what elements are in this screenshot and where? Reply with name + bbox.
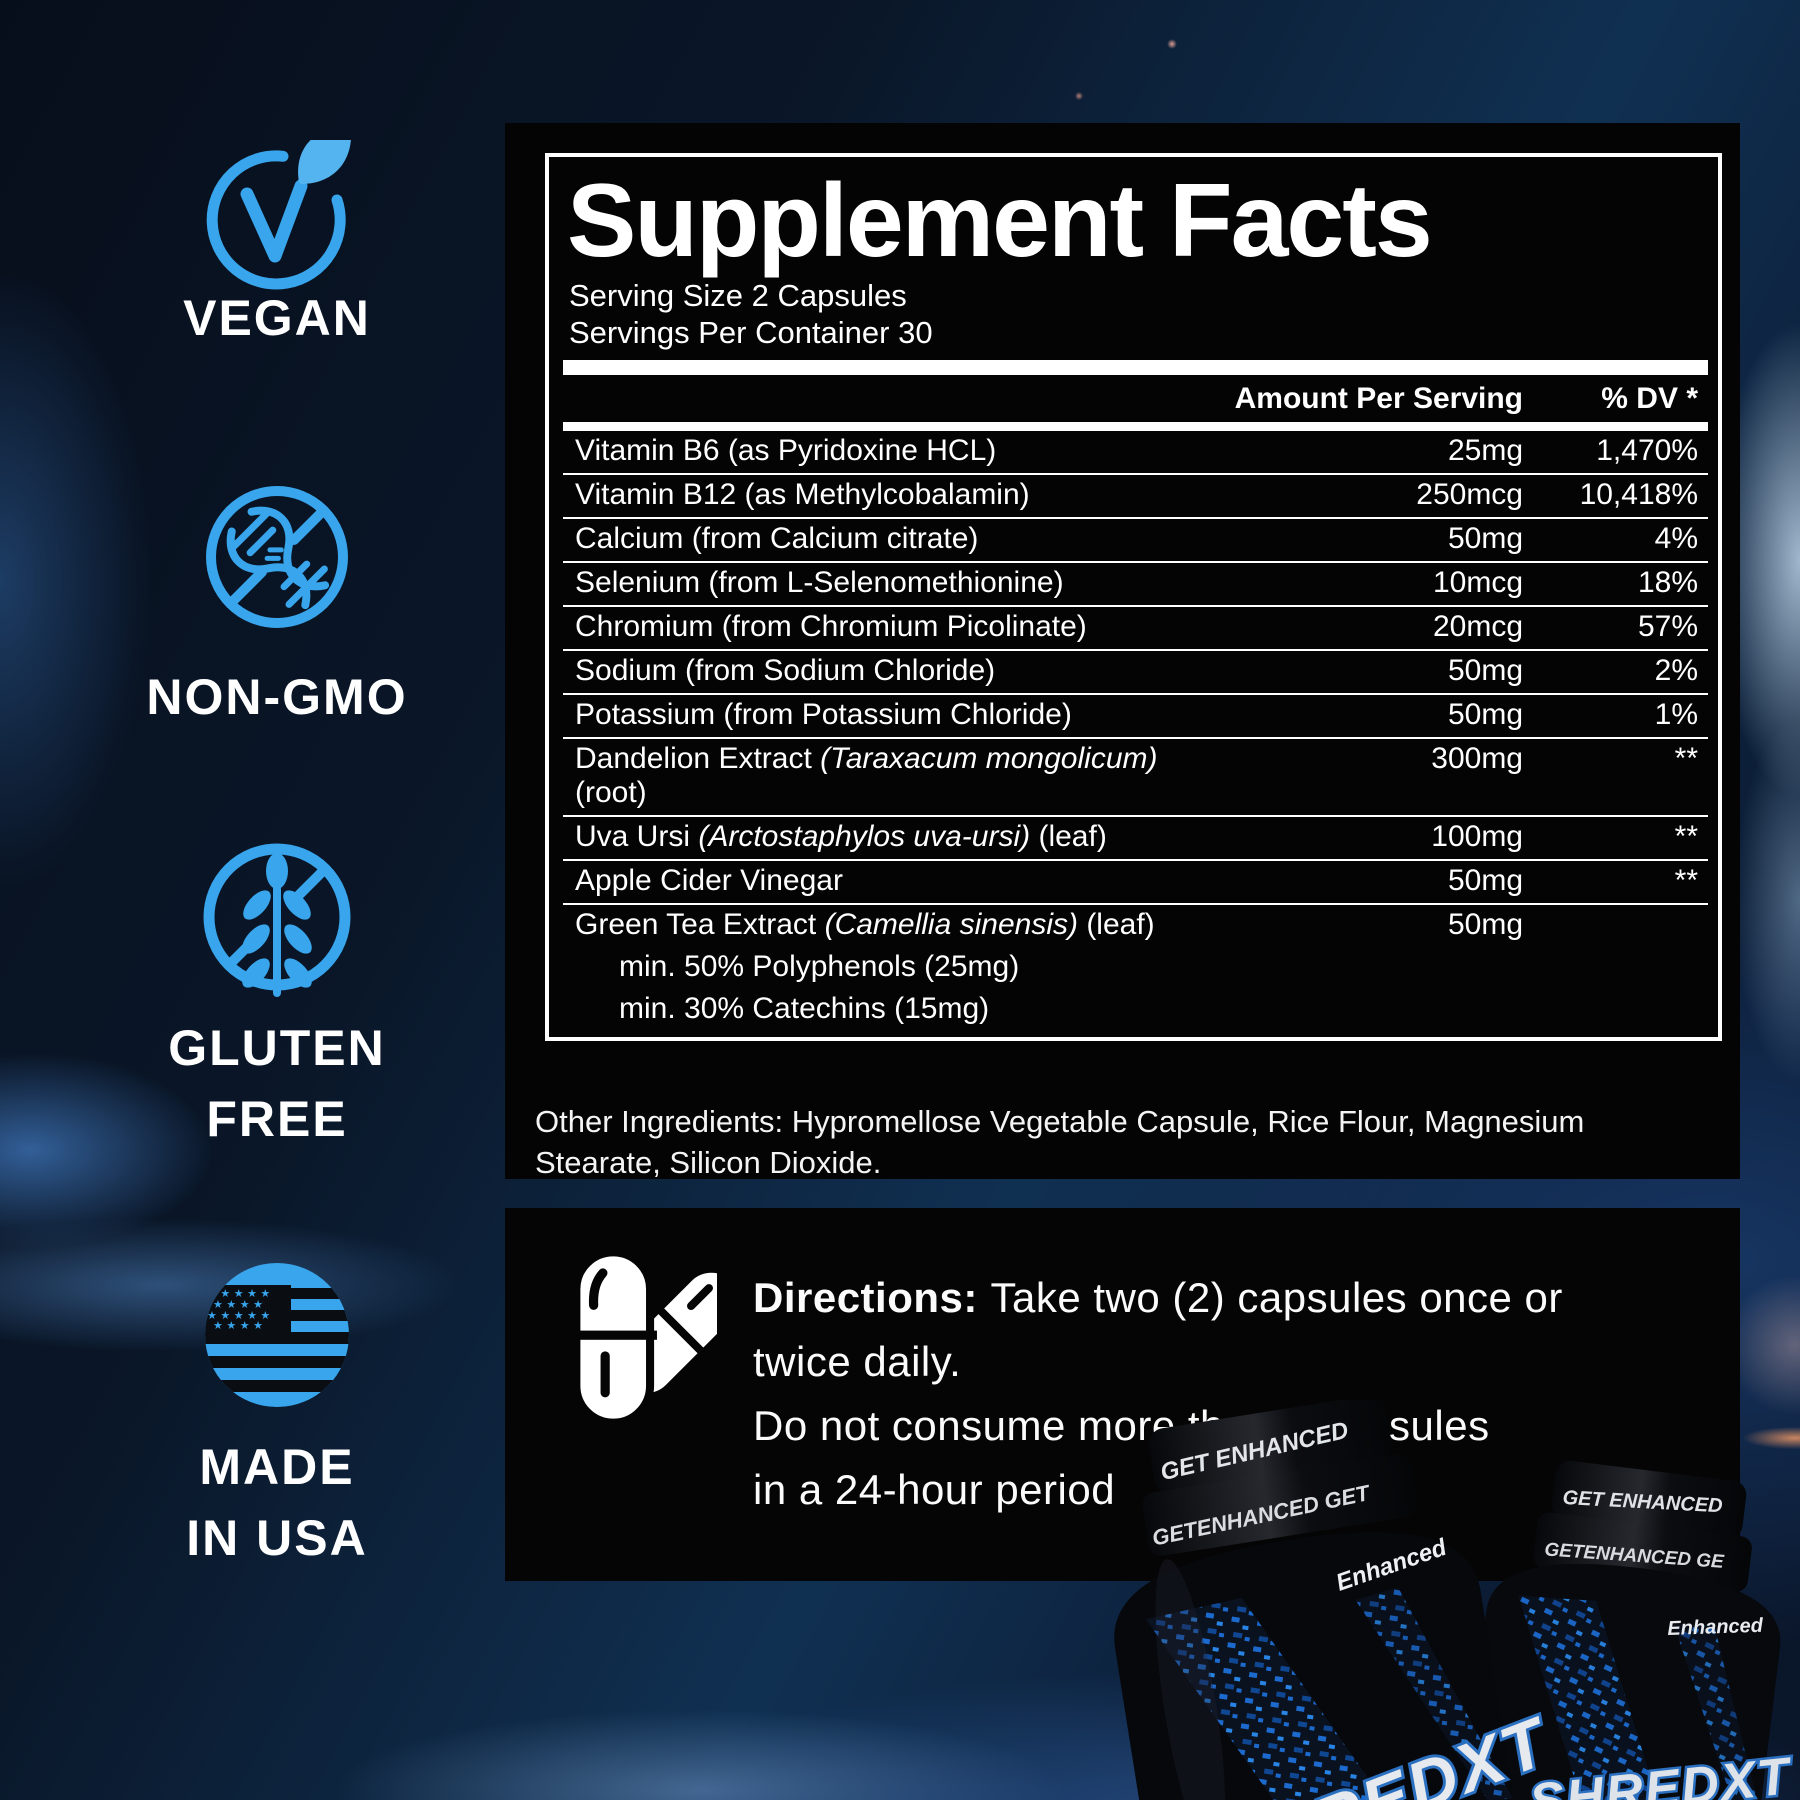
supplement-facts-title: Supplement Facts	[567, 163, 1433, 279]
nutrient-name: min. 50% Polyphenols (25mg)	[619, 950, 1020, 984]
brand-back: Enhanced	[1667, 1615, 1764, 1640]
nutrient-amount: 100mg	[1431, 820, 1523, 854]
nutrient-amount: 50mg	[1447, 864, 1523, 898]
nutrient-name: Potassium (from Potassium Chloride)	[575, 698, 1072, 732]
column-header-amount: Amount Per Serving	[1234, 382, 1523, 416]
nutrient-name: Green Tea Extract (Camellia sinensis) (l…	[575, 908, 1155, 942]
svg-text:★ ★ ★ ★: ★ ★ ★ ★	[213, 1298, 263, 1311]
nutrient-name: min. 15% EGCG (7.5mg)	[575, 1034, 1203, 1037]
directions-line-4: in a 24-hour period	[753, 1466, 1116, 1513]
column-header-dv: % DV *	[1601, 382, 1698, 416]
nutrient-dv: 57%	[1637, 610, 1698, 644]
vegan-icon	[206, 140, 351, 290]
svg-text:★ ★ ★ ★: ★ ★ ★ ★	[213, 1319, 263, 1332]
usa-flag-icon: ★ ★ ★ ★ ★ ★ ★ ★ ★ ★ ★ ★ ★ ★ ★ ★ ★ ★	[205, 1263, 349, 1407]
divider-thick	[563, 360, 1708, 376]
nutrient-dv: **	[1674, 820, 1698, 854]
nutrient-amount: 25mg	[1447, 434, 1523, 468]
table-row: Calcium (from Calcium citrate) 50mg 4%	[563, 517, 1708, 561]
badge-label-non-gmo: NON-GMO	[146, 669, 408, 725]
nutrient-amount: 50mg	[1447, 522, 1523, 556]
servings-per-container: Servings Per Container 30	[569, 315, 933, 351]
table-row: Sodium (from Sodium Chloride) 50mg 2%	[563, 649, 1708, 693]
svg-text:★ ★ ★ ★ ★: ★ ★ ★ ★ ★	[207, 1309, 270, 1322]
badge-label-made-in-usa: MADE IN USA	[186, 1439, 368, 1566]
nutrient-name: Dandelion Extract (Taraxacum mongolicum)…	[575, 742, 1158, 810]
nutrient-dv: **	[1674, 864, 1698, 898]
bottle-back: GET ENHANCED GETENHANCED GE Enhanced SHR…	[1459, 1460, 1799, 1800]
nutrient-amount: 50mg	[1447, 908, 1523, 942]
table-header-row: Amount Per Serving % DV *	[563, 375, 1708, 422]
nutrient-amount: 10mcg	[1432, 566, 1523, 600]
nutrient-dv: **	[1674, 742, 1698, 776]
supplement-facts-panel: Supplement Facts Serving Size 2 Capsules…	[505, 123, 1740, 1180]
nutrient-table: Vitamin B6 (as Pyridoxine HCL) 25mg 1,47…	[563, 431, 1708, 1037]
other-ingredients: Other Ingredients: Hypromellose Vegetabl…	[535, 1104, 1585, 1180]
nutrient-name: min. 30% Catechins (15mg)	[619, 992, 990, 1026]
nutrient-amount: 50mg	[1447, 698, 1523, 732]
bottle-front: GET ENHANCED GETENHANCED GET Enhanced SH…	[1114, 1400, 1564, 1800]
nutrient-dv: 18%	[1637, 566, 1698, 600]
table-row: Uva Ursi (Arctostaphylos uva-ursi) (leaf…	[563, 815, 1708, 859]
nutrient-amount: 50mg	[1447, 654, 1523, 688]
badge-label-vegan: VEGAN	[183, 290, 371, 346]
table-row: Vitamin B12 (as Methylcobalamin) 250mcg …	[563, 473, 1708, 517]
nutrient-dv: 2%	[1654, 654, 1698, 688]
badge-label-gluten-free: GLUTEN FREE	[168, 1020, 386, 1147]
nutrient-dv: 1%	[1654, 698, 1698, 732]
directions-line-2: twice daily.	[753, 1338, 962, 1385]
directions-heading: Directions:	[753, 1274, 978, 1321]
table-row: min. 30% Catechins (15mg)	[563, 989, 1708, 1031]
svg-text:★ ★ ★ ★ ★: ★ ★ ★ ★ ★	[207, 1287, 270, 1300]
table-row: Dandelion Extract (Taraxacum mongolicum)…	[563, 737, 1708, 815]
nutrient-dv: 1,470%	[1596, 434, 1698, 468]
table-row: min. 15% EGCG (7.5mg)	[563, 1031, 1708, 1037]
nutrient-amount: 250mcg	[1416, 478, 1523, 512]
nutrient-dv: 10,418%	[1579, 478, 1698, 512]
non-gmo-icon	[206, 486, 348, 628]
table-row: Potassium (from Potassium Chloride) 50mg…	[563, 693, 1708, 737]
nutrient-name: Sodium (from Sodium Chloride)	[575, 654, 996, 688]
nutrient-name: Vitamin B12 (as Methylcobalamin)	[575, 478, 1030, 512]
table-row: Chromium (from Chromium Picolinate) 20mc…	[563, 605, 1708, 649]
nutrient-amount: 300mg	[1431, 742, 1523, 776]
nutrient-name: Uva Ursi (Arctostaphylos uva-ursi) (leaf…	[575, 820, 1107, 854]
nutrient-amount: 20mcg	[1432, 610, 1523, 644]
table-row: Green Tea Extract (Camellia sinensis) (l…	[563, 903, 1708, 947]
directions-panel: Directions: Take two (2) capsules once or…	[505, 1208, 1740, 1581]
table-row: Selenium (from L-Selenomethionine) 10mcg…	[563, 561, 1708, 605]
serving-size: Serving Size 2 Capsules	[569, 278, 907, 314]
directions-line-1: Directions: Take two (2) capsules once or	[753, 1274, 1563, 1321]
nutrient-name: Apple Cider Vinegar	[575, 864, 843, 898]
supplement-facts-border-box: Supplement Facts Serving Size 2 Capsules…	[545, 153, 1722, 1041]
divider-medium	[563, 422, 1708, 432]
table-row: min. 50% Polyphenols (25mg)	[563, 947, 1708, 989]
nutrient-dv: 4%	[1654, 522, 1698, 556]
capsules-icon	[569, 1250, 717, 1425]
nutrient-name: Chromium (from Chromium Picolinate)	[575, 610, 1087, 644]
table-row: Vitamin B6 (as Pyridoxine HCL) 25mg 1,47…	[563, 431, 1708, 473]
nutrient-name: Selenium (from L-Selenomethionine)	[575, 566, 1064, 600]
directions-text: Directions: Take two (2) capsules once or…	[753, 1266, 1694, 1522]
gluten-free-icon	[203, 843, 351, 997]
product-bottles: GET ENHANCED GETENHANCED GE Enhanced SHR…	[1114, 1400, 1799, 1800]
nutrient-name: Vitamin B6 (as Pyridoxine HCL)	[575, 434, 997, 468]
nutrient-name: Calcium (from Calcium citrate)	[575, 522, 979, 556]
table-row: Apple Cider Vinegar 50mg **	[563, 859, 1708, 903]
